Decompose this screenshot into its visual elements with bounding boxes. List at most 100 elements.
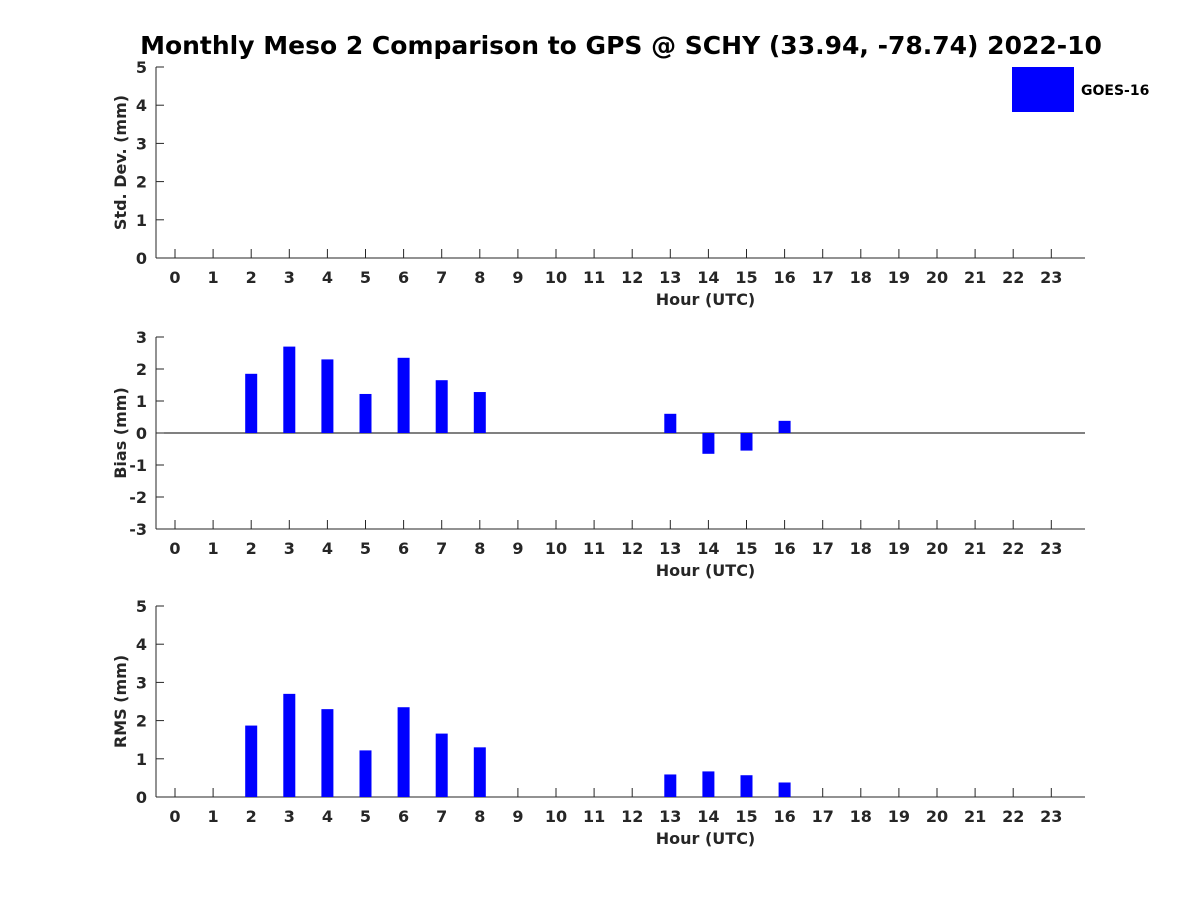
rms-x-tick-label: 15 — [735, 807, 757, 826]
stddev-x-tick-label: 16 — [773, 268, 795, 287]
bias-bar-6 — [397, 357, 410, 433]
rms-x-tick-label: 18 — [850, 807, 872, 826]
stddev-x-tick-label: 4 — [322, 268, 333, 287]
stddev-x-tick-label: 10 — [545, 268, 567, 287]
stddev-x-tick-label: 6 — [398, 268, 409, 287]
bias-x-tick-label: 9 — [512, 539, 523, 558]
rms-bar-6 — [397, 707, 410, 797]
rms-x-tick-label: 22 — [1002, 807, 1024, 826]
rms-x-tick-label: 23 — [1040, 807, 1062, 826]
rms-y-tick-label: 5 — [136, 597, 147, 616]
stddev-x-tick-label: 19 — [888, 268, 910, 287]
rms-x-tick-label: 19 — [888, 807, 910, 826]
bias-bar-16 — [778, 420, 791, 433]
rms-x-tick-label: 10 — [545, 807, 567, 826]
bias-x-tick-label: 12 — [621, 539, 643, 558]
rms-x-tick-label: 13 — [659, 807, 681, 826]
rms-x-tick-label: 1 — [208, 807, 219, 826]
bias-x-tick-label: 21 — [964, 539, 986, 558]
bias-bar-4 — [321, 359, 334, 433]
rms-bar-15 — [740, 775, 753, 797]
stddev-y-tick-label: 4 — [136, 96, 147, 115]
rms-x-tick-label: 17 — [812, 807, 834, 826]
bias-x-tick-label: 1 — [208, 539, 219, 558]
bias-x-tick-label: 23 — [1040, 539, 1062, 558]
stddev-x-tick-label: 15 — [735, 268, 757, 287]
legend: GOES-16 — [1012, 67, 1149, 112]
stddev-y-axis-label: Std. Dev. (mm) — [111, 95, 130, 230]
rms-x-tick-label: 6 — [398, 807, 409, 826]
rms-x-tick-label: 21 — [964, 807, 986, 826]
stddev-x-tick-label: 20 — [926, 268, 948, 287]
rms-x-tick-label: 5 — [360, 807, 371, 826]
bias-bar-3 — [283, 346, 296, 433]
bias-y-tick-label: 3 — [136, 328, 147, 347]
rms-bar-3 — [283, 693, 296, 797]
bias-y-tick-label: 1 — [136, 392, 147, 411]
bias-bar-15 — [740, 433, 753, 451]
rms-x-tick-label: 12 — [621, 807, 643, 826]
stddev-x-tick-label: 14 — [697, 268, 719, 287]
rms-y-axis-label: RMS (mm) — [111, 655, 130, 748]
bias-x-tick-label: 20 — [926, 539, 948, 558]
legend-label: GOES-16 — [1081, 83, 1149, 99]
bias-x-tick-label: 11 — [583, 539, 605, 558]
rms-x-tick-label: 8 — [474, 807, 485, 826]
rms-x-tick-label: 11 — [583, 807, 605, 826]
stddev-x-tick-label: 1 — [208, 268, 219, 287]
bias-bar-13 — [664, 413, 677, 433]
bias-y-tick-label: -1 — [129, 456, 147, 475]
stddev-x-tick-label: 0 — [169, 268, 180, 287]
bias-y-tick-label: 0 — [136, 424, 147, 443]
bias-x-tick-label: 2 — [246, 539, 257, 558]
rms-x-tick-label: 7 — [436, 807, 447, 826]
bias-y-tick-label: -2 — [129, 488, 147, 507]
bias-x-tick-label: 10 — [545, 539, 567, 558]
bias-x-tick-label: 14 — [697, 539, 719, 558]
rms-y-tick-label: 3 — [136, 673, 147, 692]
stddev-x-tick-label: 9 — [512, 268, 523, 287]
stddev-x-tick-label: 18 — [850, 268, 872, 287]
stddev-y-tick-label: 5 — [136, 58, 147, 77]
rms-x-tick-label: 3 — [284, 807, 295, 826]
bias-bar-14 — [702, 433, 715, 454]
bias-bar-2 — [245, 373, 258, 433]
bias-x-tick-label: 22 — [1002, 539, 1024, 558]
rms-bar-14 — [702, 771, 715, 797]
bias-y-tick-label: 2 — [136, 360, 147, 379]
stddev-x-tick-label: 7 — [436, 268, 447, 287]
bias-x-tick-label: 4 — [322, 539, 333, 558]
bias-x-tick-label: 13 — [659, 539, 681, 558]
bias-x-tick-label: 3 — [284, 539, 295, 558]
bias-bar-7 — [435, 380, 448, 433]
rms-bar-16 — [778, 782, 791, 797]
rms-x-tick-label: 20 — [926, 807, 948, 826]
rms-y-tick-label: 1 — [136, 750, 147, 769]
rms-bar-5 — [359, 750, 372, 797]
stddev-x-tick-label: 8 — [474, 268, 485, 287]
rms-x-tick-label: 14 — [697, 807, 719, 826]
bias-y-axis-label: Bias (mm) — [111, 387, 130, 479]
legend-swatch — [1012, 67, 1074, 112]
bias-x-tick-label: 7 — [436, 539, 447, 558]
chart-title: Monthly Meso 2 Comparison to GPS @ SCHY … — [140, 31, 1102, 60]
stddev-y-tick-label: 3 — [136, 134, 147, 153]
rms-y-tick-label: 2 — [136, 712, 147, 731]
stddev-y-tick-label: 1 — [136, 211, 147, 230]
bias-x-tick-label: 0 — [169, 539, 180, 558]
bias-x-tick-label: 17 — [812, 539, 834, 558]
stddev-x-axis-label: Hour (UTC) — [656, 290, 756, 309]
bias-x-tick-label: 18 — [850, 539, 872, 558]
stddev-x-tick-label: 13 — [659, 268, 681, 287]
bias-x-tick-label: 16 — [773, 539, 795, 558]
rms-x-tick-label: 4 — [322, 807, 333, 826]
rms-x-tick-label: 9 — [512, 807, 523, 826]
bias-x-tick-label: 19 — [888, 539, 910, 558]
stddev-x-tick-label: 17 — [812, 268, 834, 287]
stddev-x-tick-label: 2 — [246, 268, 257, 287]
stddev-x-tick-label: 23 — [1040, 268, 1062, 287]
